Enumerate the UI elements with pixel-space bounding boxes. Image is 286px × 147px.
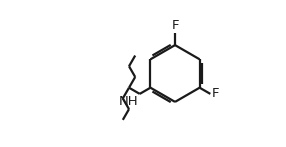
Text: F: F <box>212 87 219 100</box>
Text: F: F <box>171 19 179 32</box>
Text: NH: NH <box>119 95 139 108</box>
